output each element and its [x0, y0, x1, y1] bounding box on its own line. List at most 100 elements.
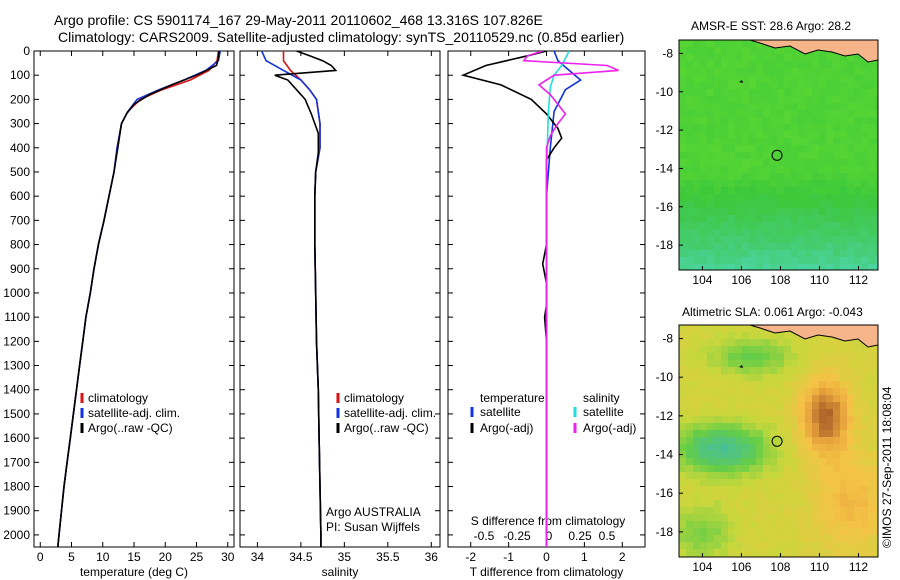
field-cell [693, 110, 701, 118]
field-cell [679, 381, 687, 389]
field-cell [693, 124, 701, 132]
field-cell [798, 381, 806, 389]
x-tick-label: 5 [68, 550, 75, 564]
field-cell [784, 486, 792, 494]
field-cell [749, 173, 757, 181]
field-cell [805, 124, 813, 132]
field-cell [868, 402, 876, 410]
map-y-tick-label: -10 [656, 370, 674, 384]
field-cell [826, 514, 834, 522]
field-cell [812, 521, 820, 529]
map-y-tick-label: -14 [656, 161, 674, 175]
field-cell [791, 201, 799, 209]
field-cell [861, 388, 869, 396]
y-tick-label: 1600 [3, 431, 30, 445]
field-cell [686, 89, 694, 97]
field-cell [770, 145, 778, 153]
field-cell [861, 68, 869, 76]
field-cell [756, 423, 764, 431]
field-cell [700, 521, 708, 529]
field-cell [784, 75, 792, 83]
x-tick-label: 1 [581, 550, 588, 564]
field-cell [854, 61, 862, 69]
field-cell [763, 472, 771, 480]
field-cell [875, 222, 878, 230]
field-cell [784, 353, 792, 361]
field-cell [840, 465, 848, 473]
field-cell [805, 103, 813, 111]
field-cell [798, 243, 806, 251]
field-cell [819, 395, 827, 403]
field-cell [847, 264, 855, 270]
field-cell [868, 367, 876, 375]
field-cell [840, 437, 848, 445]
field-cell [770, 395, 778, 403]
field-cell [686, 166, 694, 174]
field-cell [819, 500, 827, 508]
field-cell [777, 339, 785, 347]
field-cell [735, 430, 743, 438]
field-cell [707, 535, 715, 543]
field-cell [714, 208, 722, 216]
field-cell [721, 472, 729, 480]
field-cell [742, 402, 750, 410]
field-cell [791, 229, 799, 237]
field-cell [840, 451, 848, 459]
field-cell [875, 82, 878, 90]
field-cell [693, 138, 701, 146]
field-cell [679, 479, 687, 487]
field-cell [770, 521, 778, 529]
field-cell [854, 250, 862, 258]
field-cell [770, 472, 778, 480]
field-cell [819, 61, 827, 69]
field-cell [728, 381, 736, 389]
field-cell [861, 236, 869, 244]
field-cell [756, 395, 764, 403]
field-cell [861, 486, 869, 494]
field-cell [833, 437, 841, 445]
field-cell [798, 479, 806, 487]
field-cell [868, 159, 876, 167]
field-cell [756, 264, 764, 270]
field-cell [693, 437, 701, 445]
field-cell [847, 173, 855, 181]
argo-float-marker [771, 149, 783, 161]
field-cell [763, 173, 771, 181]
field-cell [686, 110, 694, 118]
field-cell [784, 514, 792, 522]
field-cell [840, 131, 848, 139]
field-cell [819, 194, 827, 202]
field-cell [833, 152, 841, 160]
field-cell [875, 208, 878, 216]
field-cell [854, 110, 862, 118]
field-cell [784, 507, 792, 515]
field-cell [742, 75, 750, 83]
map-x-tick-label: 112 [849, 560, 868, 574]
field-cell [714, 381, 722, 389]
field-cell [693, 215, 701, 223]
field-cell [770, 514, 778, 522]
field-cell [770, 458, 778, 466]
field-cell [819, 180, 827, 188]
field-cell [791, 507, 799, 515]
map-x-tick-label: 104 [692, 273, 712, 287]
field-cell [791, 264, 799, 270]
field-cell [679, 465, 687, 473]
field-cell [728, 61, 736, 69]
field-cell [805, 208, 813, 216]
field-cell [770, 124, 778, 132]
field-cell [777, 381, 785, 389]
field-cell [840, 243, 848, 251]
field-cell [735, 451, 743, 459]
field-cell [707, 437, 715, 445]
field-cell [728, 159, 736, 167]
field-cell [812, 388, 820, 396]
field-cell [833, 96, 841, 104]
field-cell [861, 472, 869, 480]
field-cell [847, 243, 855, 251]
field-cell [833, 409, 841, 417]
field-cell [763, 75, 771, 83]
field-cell [784, 257, 792, 265]
field-cell [819, 451, 827, 459]
field-cell [798, 145, 806, 153]
